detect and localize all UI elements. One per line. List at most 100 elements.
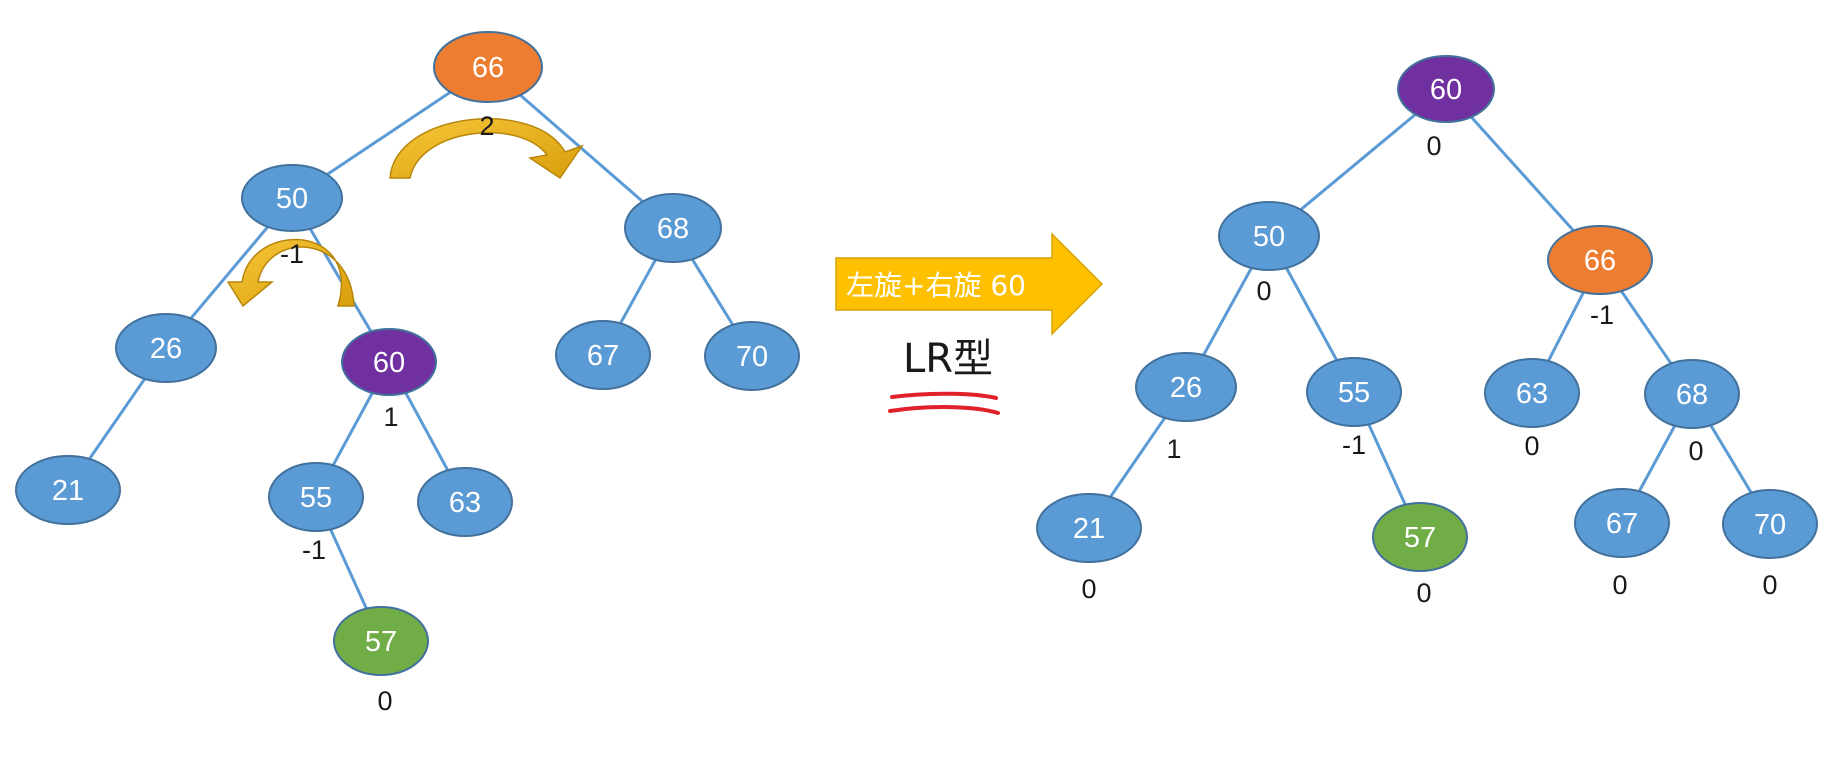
before-node-55: 55 — [268, 462, 364, 532]
after-edge — [1709, 424, 1753, 494]
after-balance-factor-57: 0 — [1416, 578, 1431, 608]
after-node-shape — [1644, 359, 1740, 429]
transform-arrow-icon — [835, 232, 1104, 336]
before-edge — [690, 258, 735, 326]
before-node-label: 70 — [736, 341, 768, 373]
after-node-shape — [1135, 352, 1237, 422]
before-node-shape — [433, 31, 543, 103]
before-node-shape — [333, 606, 429, 676]
after-node-70: 70 — [1722, 489, 1818, 559]
before-node-shape — [15, 455, 121, 525]
after-edge — [1285, 267, 1339, 362]
before-node-shape — [624, 193, 722, 263]
before-edge — [329, 528, 368, 610]
after-node-label: 70 — [1754, 509, 1786, 541]
before-node-60: 60 — [341, 328, 437, 396]
red-underline-icon — [888, 391, 1000, 415]
before-node-shape — [555, 320, 651, 390]
after-balance-factor-26: 1 — [1166, 434, 1181, 464]
left-rotation-arrow-icon — [226, 238, 355, 308]
before-node-label: 57 — [365, 626, 397, 658]
after-edge — [1367, 423, 1407, 506]
after-node-label: 66 — [1584, 245, 1616, 277]
after-node-label: 68 — [1676, 379, 1708, 411]
before-node-label: 63 — [449, 487, 481, 519]
before-node-label: 21 — [52, 475, 84, 507]
after-balance-factor-70: 0 — [1762, 570, 1777, 600]
before-node-shape — [268, 462, 364, 532]
transform-arrow-label: 左旋+右旋 60 — [846, 269, 1026, 302]
after-balance-factor-67: 0 — [1612, 570, 1627, 600]
before-node-67: 67 — [555, 320, 651, 390]
after-node-shape — [1574, 488, 1670, 558]
after-balance-factor-50: 0 — [1256, 276, 1271, 306]
before-edge — [619, 258, 657, 325]
before-node-label: 60 — [373, 347, 405, 379]
after-edge — [1620, 290, 1673, 365]
before-edge — [331, 392, 374, 467]
after-edge — [1202, 267, 1253, 356]
before-node-70: 70 — [704, 321, 800, 391]
before-node-shape — [241, 164, 343, 232]
after-node-shape — [1547, 225, 1653, 295]
before-node-68: 68 — [624, 193, 722, 263]
after-node-label: 55 — [1338, 377, 1370, 409]
before-node-label: 55 — [300, 482, 332, 514]
after-node-shape — [1397, 55, 1495, 123]
before-node-label: 26 — [150, 333, 182, 365]
after-edge — [1637, 424, 1677, 493]
after-node-shape — [1036, 493, 1142, 563]
after-balance-factor-60: 0 — [1426, 131, 1441, 161]
after-edge — [1299, 113, 1417, 211]
after-node-shape — [1306, 357, 1402, 427]
after-node-label: 60 — [1430, 74, 1462, 106]
before-node-label: 50 — [276, 183, 308, 215]
after-node-label: 21 — [1073, 513, 1105, 545]
after-node-shape — [1484, 358, 1580, 428]
before-node-shape — [341, 328, 437, 396]
before-edge — [404, 392, 450, 472]
before-balance-factor-50: -1 — [280, 239, 304, 269]
after-node-60: 60 — [1397, 55, 1495, 123]
before-edge — [519, 93, 644, 203]
after-balance-factor-21: 0 — [1081, 574, 1096, 604]
after-node-66: 66 — [1547, 225, 1653, 295]
before-node-label: 66 — [472, 52, 504, 84]
before-node-label: 67 — [587, 340, 619, 372]
after-node-21: 21 — [1036, 493, 1142, 563]
after-node-63: 63 — [1484, 358, 1580, 428]
before-node-label: 68 — [657, 213, 689, 245]
transform-arrow: 左旋+右旋 60 — [835, 232, 1104, 336]
after-node-label: 67 — [1606, 508, 1638, 540]
after-node-26: 26 — [1135, 352, 1237, 422]
after-node-68: 68 — [1644, 359, 1740, 429]
before-node-63: 63 — [417, 467, 513, 537]
before-balance-factor-55: -1 — [302, 535, 326, 565]
after-node-label: 50 — [1253, 221, 1285, 253]
rotation-type-label: LR型 — [903, 336, 993, 382]
before-edge — [308, 227, 373, 333]
before-edge — [189, 225, 269, 320]
before-node-21: 21 — [15, 455, 121, 525]
after-node-label: 26 — [1170, 372, 1202, 404]
before-node-shape — [115, 313, 217, 383]
before-edge — [88, 377, 146, 460]
before-node-shape — [704, 321, 800, 391]
after-edge — [1109, 416, 1167, 498]
after-node-shape — [1722, 489, 1818, 559]
after-node-50: 50 — [1218, 201, 1320, 271]
before-node-26: 26 — [115, 313, 217, 383]
before-balance-factor-66: 2 — [479, 111, 494, 141]
before-balance-factor-60: 1 — [383, 402, 398, 432]
before-node-50: 50 — [241, 164, 343, 232]
after-node-shape — [1372, 502, 1468, 572]
after-balance-factor-66: -1 — [1590, 300, 1614, 330]
before-node-shape — [417, 467, 513, 537]
after-balance-factor-68: 0 — [1688, 436, 1703, 466]
after-node-55: 55 — [1306, 357, 1402, 427]
after-edge — [1546, 291, 1585, 362]
before-balance-factor-57: 0 — [377, 686, 392, 716]
tree-edges — [88, 90, 1753, 610]
after-node-67: 67 — [1574, 488, 1670, 558]
